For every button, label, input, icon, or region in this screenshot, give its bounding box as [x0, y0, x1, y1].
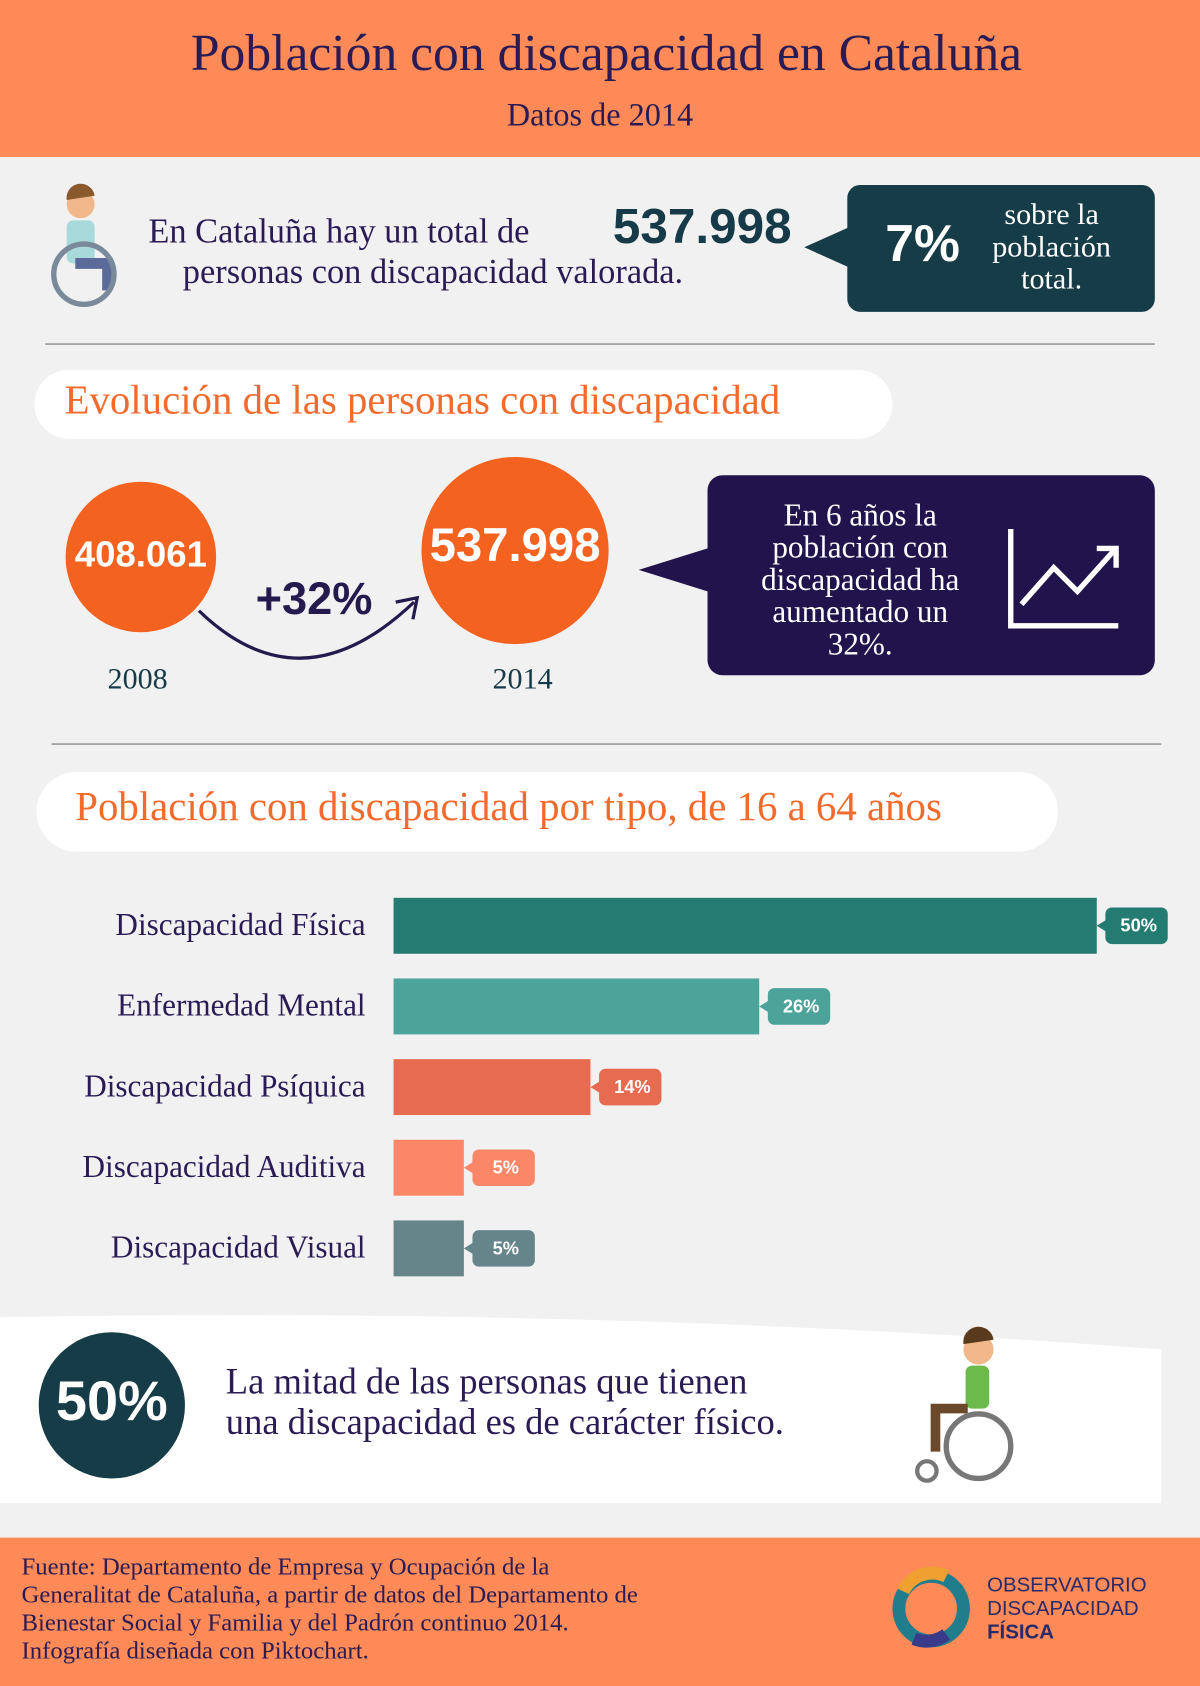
bar: [393, 1139, 464, 1196]
category-label: Enfermedad Mental: [117, 988, 366, 1023]
value-label: 14%: [614, 1076, 651, 1097]
value-tag: [1096, 907, 1168, 945]
logo-text: FÍSICA: [987, 1621, 1054, 1644]
source-line: Fuente: Departamento de Empresa y Ocupac…: [22, 1553, 550, 1580]
callout-line: En 6 años la: [784, 497, 937, 532]
header: [0, 0, 1200, 157]
logo-icon: [892, 1566, 970, 1648]
year-label: 2008: [108, 662, 168, 696]
share-note: población: [992, 229, 1111, 263]
logo-text: DISCAPACIDAD: [987, 1598, 1139, 1620]
share-note: total.: [1021, 262, 1082, 296]
arrow-head: [395, 595, 420, 620]
value-2014: 537.998: [430, 519, 601, 572]
conclusion-text: una discapacidad es de carácter físico.: [226, 1401, 784, 1442]
callout-line: discapacidad ha: [761, 562, 959, 597]
conclusion-band: [0, 1315, 1162, 1504]
share-note: sobre la: [1004, 197, 1098, 231]
section-pill: [36, 772, 1059, 852]
summary-total: 537.998: [613, 199, 792, 254]
summary-text: personas con discapacidad valorada.: [183, 253, 683, 291]
callout-line: aumentado un: [772, 594, 948, 629]
category-label: Discapacidad Auditiva: [83, 1149, 366, 1184]
source-line: Bienestar Social y Familia y del Padrón …: [22, 1609, 569, 1636]
bar-chart: Discapacidad Física 50% Enfermedad Mental 2…: [83, 897, 1168, 1277]
bar: [393, 1059, 591, 1116]
conclusion-circle: [38, 1332, 185, 1479]
chart-title: Población con discapacidad por tipo, de …: [75, 784, 942, 829]
title: Población con discapacidad en Cataluña: [191, 25, 1022, 82]
value-tag: [590, 1068, 662, 1106]
value-tag: [463, 1230, 535, 1267]
share-callout: [804, 184, 1155, 312]
section-pill: [34, 369, 893, 439]
value-tag: [759, 988, 831, 1025]
section-title: Evolución de las personas con discapacid…: [65, 378, 781, 423]
footer: [0, 1537, 1200, 1686]
conclusion-text: La mitad de las personas que tienen: [226, 1360, 748, 1401]
year-label: 2014: [492, 662, 552, 696]
subtitle: Datos de 2014: [507, 97, 693, 133]
wheelchair-icon: [51, 183, 117, 307]
conclusion-value: 50%: [56, 1369, 168, 1432]
value-label: 5%: [493, 1237, 519, 1258]
category-label: Discapacidad Psíquica: [84, 1068, 365, 1103]
callout-line: población con: [772, 530, 948, 565]
growth-value: +32%: [256, 573, 373, 624]
bar: [393, 1220, 464, 1277]
growth-arrow: [197, 600, 416, 660]
value-label: 50%: [1120, 915, 1157, 936]
callout-line: 32%.: [828, 626, 893, 661]
summary-text: En Cataluña hay un total de: [148, 212, 529, 250]
value-label: 5%: [493, 1157, 519, 1178]
value-circle: [421, 456, 609, 645]
person-icon: [915, 1326, 1014, 1483]
category-label: Discapacidad Física: [115, 907, 365, 942]
value-2008: 408.061: [75, 534, 207, 575]
source-line: Infografía diseñada con Piktochart.: [22, 1637, 369, 1664]
value-tag: [463, 1149, 535, 1187]
share-value: 7%: [885, 214, 960, 272]
bar: [393, 897, 1097, 954]
growth-icon: [1008, 529, 1119, 629]
bar: [393, 978, 760, 1035]
value-label: 26%: [783, 995, 820, 1016]
value-circle: [65, 481, 217, 633]
category-label: Discapacidad Visual: [111, 1230, 366, 1265]
source-line: Generalitat de Cataluña, a partir de dat…: [22, 1581, 638, 1608]
logo-text: OBSERVATORIO: [987, 1574, 1147, 1596]
